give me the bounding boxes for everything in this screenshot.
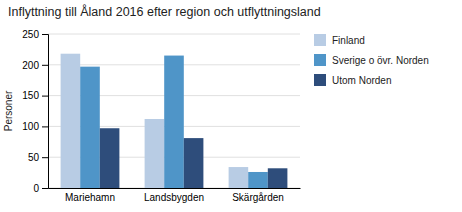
legend-swatch [314, 34, 326, 46]
y-axis-title: Personer [3, 90, 14, 131]
legend-swatch [314, 74, 326, 86]
y-axis: 0 50 100 150 200 250 [22, 29, 48, 194]
y-tick-line [42, 188, 48, 189]
y-tick-label: 100 [22, 121, 39, 132]
y-tick-label: 50 [28, 152, 40, 163]
bar [145, 119, 165, 188]
y-tick-line [42, 65, 48, 66]
bar-series [80, 56, 268, 188]
y-tick: 100 [22, 121, 48, 132]
bar [61, 54, 81, 188]
bar [248, 172, 268, 188]
chart-svg: Inflyttning till Åland 2016 efter region… [0, 0, 462, 212]
y-tick: 200 [22, 60, 48, 71]
y-tick-label: 200 [22, 60, 39, 71]
bar [80, 67, 100, 188]
y-tick-label: 150 [22, 90, 39, 101]
x-axis: Mariehamn Landsbygden Skärgården [49, 189, 301, 204]
x-axis-line [49, 188, 301, 189]
x-tick: Mariehamn [65, 192, 115, 203]
grid [48, 34, 300, 188]
y-tick: 150 [22, 90, 48, 101]
bar [100, 128, 120, 188]
x-tick-label: Mariehamn [65, 192, 115, 203]
legend-swatch [314, 54, 326, 66]
legend-label: Finland [332, 35, 365, 46]
y-tick-label: 250 [22, 29, 39, 40]
bar-series [61, 54, 249, 188]
legend-label: Sverige o övr. Norden [332, 55, 429, 66]
legend-item: Sverige o övr. Norden [314, 54, 429, 66]
y-tick: 0 [33, 183, 48, 194]
plot-area: 0 50 100 150 200 250 Mariehamn Landsbygden Skärg… [22, 29, 300, 203]
legend: Finland Sverige o övr. Norden Utom Norden [314, 34, 429, 86]
chart-container: Inflyttning till Åland 2016 efter region… [0, 0, 462, 212]
legend-item: Finland [314, 34, 365, 46]
bar [229, 167, 249, 188]
bar [184, 138, 204, 188]
y-tick-line [42, 126, 48, 127]
y-tick-line [42, 34, 48, 35]
x-tick-label: Skärgården [232, 192, 284, 203]
legend-item: Utom Norden [314, 74, 391, 86]
bars [61, 54, 288, 188]
legend-label: Utom Norden [332, 75, 391, 86]
y-tick: 50 [28, 152, 48, 163]
y-tick-line [42, 96, 48, 97]
title: Inflyttning till Åland 2016 efter region… [8, 4, 321, 19]
bar-series [100, 128, 288, 188]
y-tick-label: 0 [33, 183, 39, 194]
y-axis-line [42, 35, 49, 189]
x-tick: Skärgården [232, 192, 284, 203]
x-tick: Landsbygden [144, 192, 204, 203]
x-tick-label: Landsbygden [144, 192, 204, 203]
y-tick-line [42, 157, 48, 158]
grid-line [48, 34, 300, 35]
bar [164, 56, 184, 188]
y-tick: 250 [22, 29, 48, 40]
bar [268, 168, 288, 188]
